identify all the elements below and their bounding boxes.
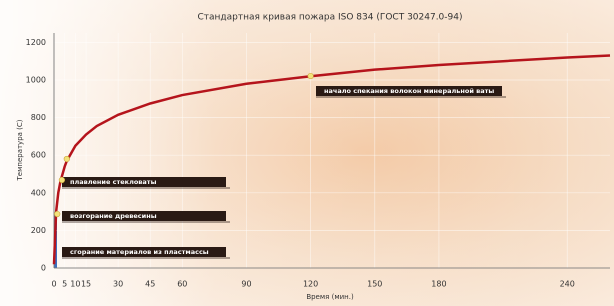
x-tick-label: 240: [560, 280, 575, 289]
x-tick-label: 120: [303, 280, 318, 289]
x-tick-label: 15: [81, 280, 91, 289]
x-tick-label: 0: [51, 280, 56, 289]
y-tick-label: 0: [41, 264, 46, 273]
x-tick-label: 30: [113, 280, 123, 289]
x-tick-label: 60: [177, 280, 187, 289]
marker: [59, 177, 65, 183]
y-axis-label: Температура (С): [16, 119, 24, 181]
y-tick-label: 1200: [26, 38, 46, 47]
y-tick-label: 200: [31, 226, 46, 235]
x-tick-label: 10: [70, 280, 80, 289]
marker: [308, 73, 314, 79]
x-tick-label: 150: [367, 280, 382, 289]
y-tick-label: 800: [31, 113, 46, 122]
x-axis-label: Время (мин.): [306, 293, 354, 301]
background-fade: [0, 0, 614, 306]
x-tick-label: 90: [241, 280, 251, 289]
marker: [54, 211, 60, 217]
annotation: возгорание древесины: [70, 212, 157, 220]
annotation: начало спекания волокон минеральной ваты: [324, 87, 494, 95]
x-tick-label: 180: [431, 280, 446, 289]
chart: Стандартная кривая пожара ISO 834 (ГОСТ …: [0, 0, 614, 306]
annotation: плавление стекловаты: [70, 178, 157, 186]
marker: [64, 156, 70, 162]
y-tick-label: 600: [31, 151, 46, 160]
chart-title: Стандартная кривая пожара ISO 834 (ГОСТ …: [198, 13, 463, 23]
annotation: сгорание материалов из пластмассы: [70, 248, 209, 256]
x-tick-label: 45: [145, 280, 155, 289]
x-tick-label: 5: [62, 280, 67, 289]
y-tick-label: 1000: [26, 76, 46, 85]
y-tick-label: 400: [31, 188, 46, 197]
